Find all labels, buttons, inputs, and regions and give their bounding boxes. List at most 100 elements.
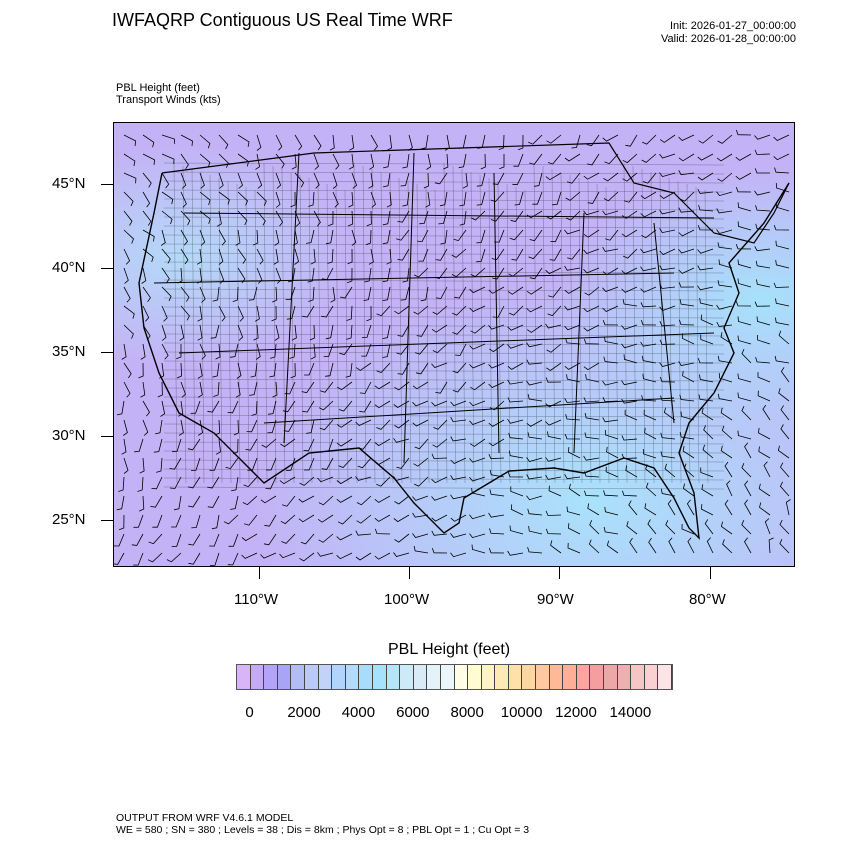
wind-barb <box>161 343 169 360</box>
wind-barb <box>550 229 562 243</box>
wind-barb <box>241 552 258 559</box>
wind-barb <box>161 248 171 264</box>
wind-barb <box>489 400 505 411</box>
wind-barb <box>432 305 448 315</box>
wind-barb <box>218 229 226 246</box>
wind-barb <box>394 495 410 505</box>
wind-barb <box>156 457 163 473</box>
wind-barb <box>644 503 657 516</box>
wind-barb <box>680 191 695 202</box>
wind-barb <box>123 305 135 319</box>
wind-barb <box>218 267 225 284</box>
wind-barb <box>408 134 413 151</box>
wind-barb <box>412 419 429 427</box>
wind-barb <box>717 134 733 144</box>
wind-barb <box>218 191 230 205</box>
wind-barb <box>628 500 638 516</box>
wind-barb <box>716 321 733 327</box>
wind-barb <box>215 343 221 360</box>
wind-barb <box>678 361 695 366</box>
init-time: Init: 2026-01-27_00:00:00 <box>670 20 796 32</box>
wind-barb <box>336 476 353 485</box>
wind-barb <box>450 533 467 538</box>
wind-barb <box>431 495 448 501</box>
wind-barb <box>604 336 619 345</box>
wind-barb <box>755 260 771 269</box>
wind-barb <box>123 457 129 474</box>
wind-barb <box>207 400 220 413</box>
wind-barb <box>526 210 543 219</box>
wind-barb <box>237 172 243 189</box>
wind-barb <box>660 451 676 459</box>
wind-barb <box>718 373 733 383</box>
wind-barb <box>552 191 562 206</box>
wind-barb <box>266 457 277 471</box>
wind-barb <box>476 191 486 206</box>
wind-barb <box>585 374 600 383</box>
wind-barb <box>161 267 170 284</box>
wind-barb <box>215 438 221 455</box>
wind-barb <box>469 419 486 425</box>
wind-barb <box>434 267 448 279</box>
colorbar-label: 4000 <box>341 704 376 721</box>
wind-barb <box>450 514 467 522</box>
wind-barb <box>416 324 429 337</box>
wind-barb <box>393 514 410 523</box>
wind-barb <box>382 229 391 245</box>
wind-barb <box>488 362 505 369</box>
wind-barb <box>589 520 600 535</box>
wind-barb <box>197 324 203 341</box>
wind-barb <box>741 348 752 364</box>
wind-barb <box>640 248 657 254</box>
wind-barb <box>508 432 524 440</box>
wind-barb <box>142 305 150 322</box>
wind-barb <box>241 533 258 542</box>
wind-barb <box>681 333 695 345</box>
wind-barb <box>275 191 281 208</box>
wind-barb <box>512 172 524 186</box>
wind-barb <box>336 438 353 447</box>
wind-barb <box>720 332 733 345</box>
wind-barb <box>469 400 486 407</box>
wind-barb <box>735 129 752 136</box>
wind-barb <box>775 182 790 193</box>
wind-barb <box>755 223 771 231</box>
wind-barb <box>402 153 410 169</box>
wind-barb <box>374 514 391 522</box>
wind-barb <box>513 153 524 167</box>
wind-barb <box>172 438 182 453</box>
wind-barb <box>660 395 676 402</box>
wind-barb <box>190 400 201 414</box>
wind-barb <box>169 457 182 470</box>
wind-barb <box>700 334 714 345</box>
wind-barb <box>678 207 695 213</box>
wind-barb <box>232 438 239 455</box>
wind-barb <box>773 134 790 141</box>
wind-barb <box>716 208 733 214</box>
wind-barb <box>264 514 277 527</box>
colorbar-swatch <box>318 665 333 689</box>
wind-barb <box>754 301 771 307</box>
wind-barb <box>641 229 657 239</box>
wind-barb <box>678 267 695 274</box>
wind-barb <box>318 533 334 543</box>
wind-barb <box>397 362 410 375</box>
wind-barb <box>173 495 182 511</box>
wind-barb <box>565 210 581 221</box>
wind-barb <box>294 210 301 227</box>
wind-barb <box>452 381 467 393</box>
wind-barb <box>327 248 334 264</box>
wind-barb <box>329 134 335 151</box>
wind-barb <box>645 482 657 497</box>
wind-barb <box>508 267 524 277</box>
footer-config: WE = 580 ; SN = 380 ; Levels = 38 ; Dis … <box>116 824 530 836</box>
wind-barb <box>400 172 410 187</box>
wind-barb <box>659 209 676 215</box>
wind-barb <box>443 153 449 170</box>
wind-barb <box>659 265 676 271</box>
wind-barb <box>431 476 448 484</box>
wind-barb <box>319 419 334 431</box>
wind-barb <box>527 546 543 554</box>
wind-barb <box>680 411 695 421</box>
wind-barb <box>306 229 315 244</box>
